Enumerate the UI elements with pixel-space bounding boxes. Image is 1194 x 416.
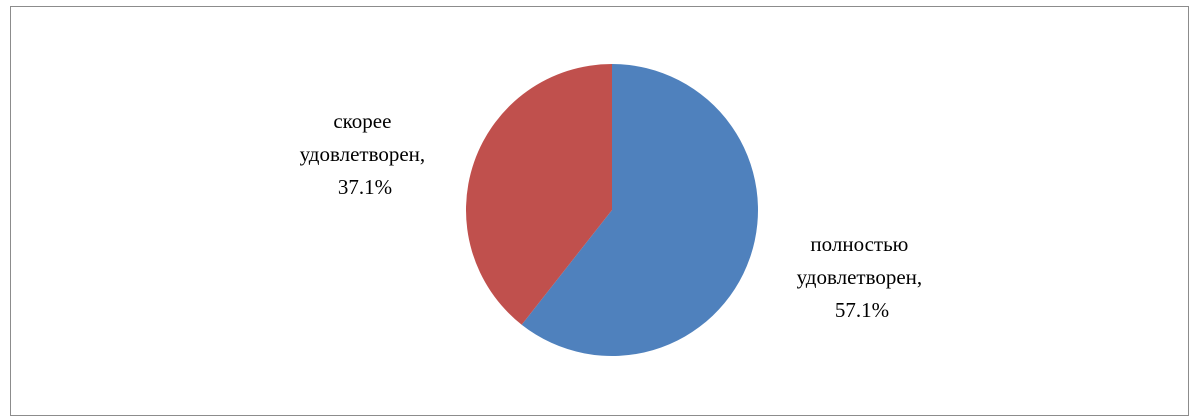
slice-label-full-line-3: 57.1% (835, 298, 889, 322)
pie-slice-rather (465, 64, 612, 325)
pie-slice-full (521, 64, 758, 357)
slice-label-rather-line-2: удовлетворен, (300, 142, 426, 166)
slice-label-full-line-1: полностью (810, 232, 908, 256)
slice-label-full: полностью удовлетворен, 57.1% (797, 232, 928, 322)
pie-slices (465, 64, 758, 357)
pie-chart: полностью удовлетворен, 57.1% скорее удо… (300, 64, 928, 357)
slice-label-rather-line-3: 37.1% (338, 175, 392, 199)
slice-label-full-line-2: удовлетворен, (797, 265, 923, 289)
slice-label-rather: скорее удовлетворен, 37.1% (300, 109, 431, 199)
slice-label-rather-line-1: скорее (333, 109, 391, 133)
